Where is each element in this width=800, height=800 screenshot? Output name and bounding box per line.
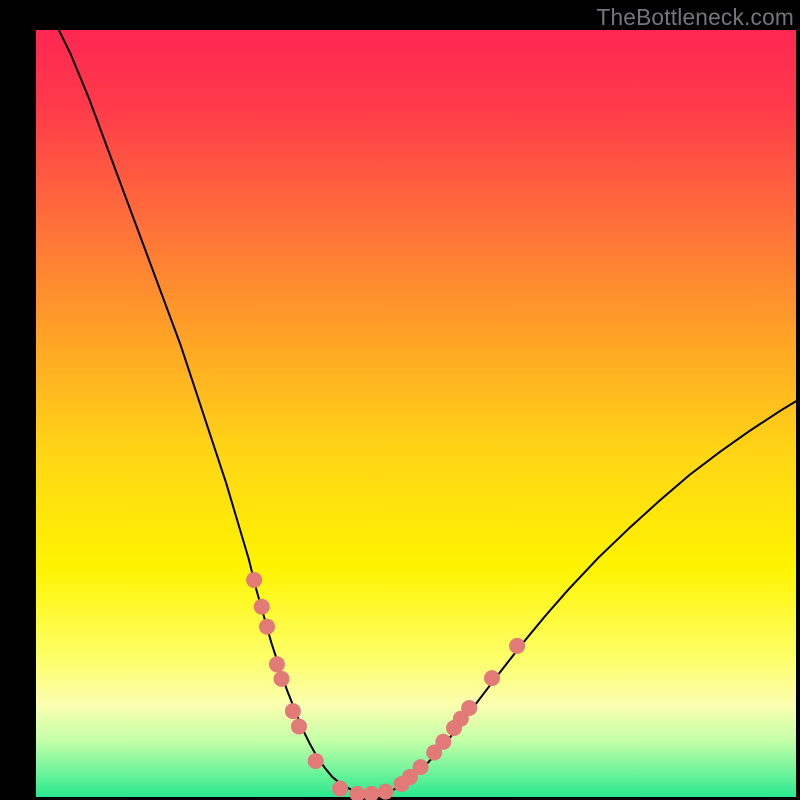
scatter-point [461,700,477,716]
scatter-point [291,718,307,734]
watermark-text: TheBottleneck.com [596,4,794,31]
plot-svg [36,30,796,797]
gradient-background [36,30,796,797]
scatter-point [378,784,394,800]
scatter-point [273,671,289,687]
scatter-point [259,619,275,635]
scatter-point [254,599,270,615]
scatter-point [484,670,500,686]
scatter-point [308,753,324,769]
scatter-point [413,759,429,775]
scatter-point [285,703,301,719]
scatter-point [509,638,525,654]
plot-area [36,30,796,797]
scatter-point [332,781,348,797]
scatter-point [269,656,285,672]
scatter-point [246,572,262,588]
chart-canvas: TheBottleneck.com [0,0,800,800]
scatter-point [435,734,451,750]
